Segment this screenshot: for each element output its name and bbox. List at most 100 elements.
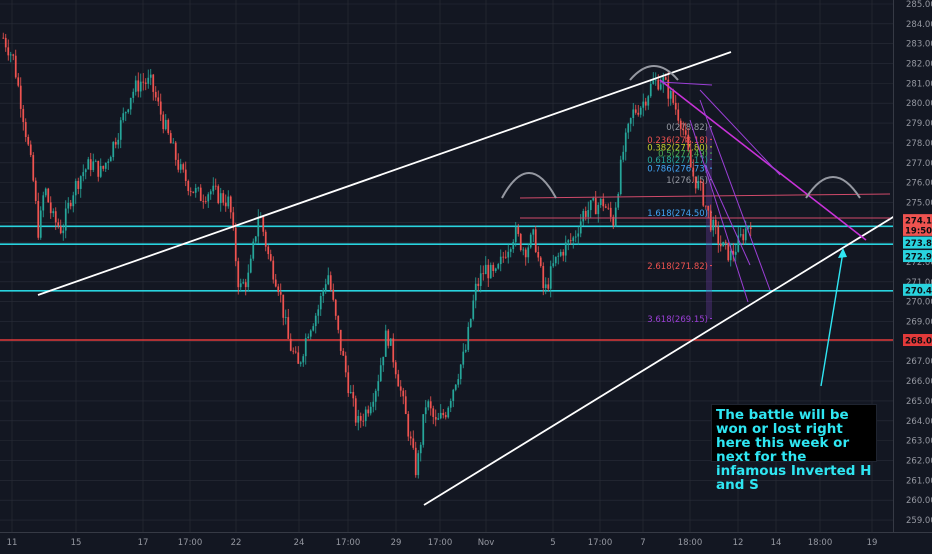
candle (574, 230, 577, 243)
candle (499, 249, 502, 272)
candle (724, 239, 727, 250)
candle (287, 308, 290, 340)
candle (127, 108, 130, 114)
candle (114, 137, 117, 149)
fib-label: 0.5(277.49) (658, 150, 708, 160)
candle (519, 232, 522, 252)
candle (649, 79, 652, 98)
candle (379, 357, 382, 382)
candle (269, 249, 272, 262)
candle (294, 346, 297, 354)
candle (319, 292, 322, 316)
candle (252, 238, 255, 261)
candle (634, 104, 637, 115)
candle (209, 189, 212, 200)
candle (359, 412, 362, 428)
candle (362, 413, 365, 427)
candle (429, 396, 432, 416)
candle (647, 94, 650, 110)
candle (284, 309, 287, 325)
candle (194, 183, 197, 198)
candle (682, 121, 685, 136)
candle (324, 278, 327, 294)
candle (629, 117, 632, 132)
candle (672, 88, 675, 105)
candle (459, 363, 462, 385)
candle (12, 53, 15, 61)
candle (92, 153, 95, 173)
candle (292, 347, 295, 355)
arrow-head (838, 248, 847, 258)
candle (354, 395, 357, 427)
svg-text:274.11: 274.11 (905, 217, 932, 227)
candle (347, 365, 350, 397)
candle (222, 190, 225, 206)
candle (19, 77, 22, 118)
candle (79, 175, 82, 198)
candle (317, 304, 320, 324)
purple-top (659, 81, 713, 86)
candle (307, 333, 310, 339)
candle (387, 328, 390, 349)
candle (704, 205, 707, 209)
candle (617, 192, 620, 211)
x-tick-label: 18:00 (678, 538, 703, 548)
drawings (37, 51, 899, 506)
svg-text:268.07: 268.07 (905, 337, 932, 347)
candle (552, 254, 555, 268)
x-tick-label: 18:00 (808, 538, 833, 548)
candle (599, 198, 602, 208)
price-axis-bg (893, 0, 932, 550)
candle (509, 247, 512, 258)
time-axis: 11 15 17 17:00 22 24 17:00 29 17:00 Nov 5 17:00 7 18:… (0, 532, 932, 550)
candle (37, 192, 40, 240)
candle (82, 164, 85, 182)
x-tick-label: 5 (550, 538, 555, 548)
candle (142, 73, 145, 91)
candle (164, 114, 167, 131)
candle (669, 87, 672, 106)
candle (212, 177, 215, 195)
x-tick-label: 17:00 (336, 538, 361, 548)
candle (444, 411, 447, 420)
x-tick-label: 12 (733, 538, 744, 548)
price-axis: 285.00 284.00 283.00 282.00 281.00 280.00 279.… (893, 0, 932, 550)
candle (189, 187, 192, 197)
candle (49, 196, 52, 219)
candle (192, 191, 195, 194)
candle (42, 191, 45, 218)
candle (264, 229, 267, 252)
candle (439, 404, 442, 420)
candle (137, 72, 140, 98)
candle (124, 111, 127, 122)
fib-label: 0.786(276.73) (647, 165, 708, 175)
candle (434, 409, 437, 427)
candle (389, 338, 392, 346)
candle (314, 312, 317, 334)
candle (559, 249, 562, 258)
purple-channel-4 (699, 89, 781, 176)
candle (157, 90, 160, 106)
y-tick-label: 264.00 (906, 417, 932, 427)
y-tick-label: 267.00 (906, 357, 932, 367)
candle (699, 178, 702, 191)
candle (154, 86, 157, 101)
candle (712, 216, 715, 237)
candle (279, 283, 282, 303)
candle (722, 241, 725, 247)
candle (182, 162, 185, 173)
price-badge: 273.89 (903, 236, 932, 249)
candle (424, 399, 427, 423)
upper-trendline (37, 51, 732, 296)
candle (219, 187, 222, 212)
candle (9, 51, 12, 63)
candle (544, 277, 547, 295)
candle (112, 141, 115, 161)
candle (497, 262, 500, 270)
candle (692, 159, 695, 183)
x-tick-label: 24 (294, 538, 305, 548)
candle (449, 398, 452, 413)
candle (149, 68, 152, 86)
candle (507, 244, 510, 264)
y-tick-label: 275.00 (906, 198, 932, 208)
